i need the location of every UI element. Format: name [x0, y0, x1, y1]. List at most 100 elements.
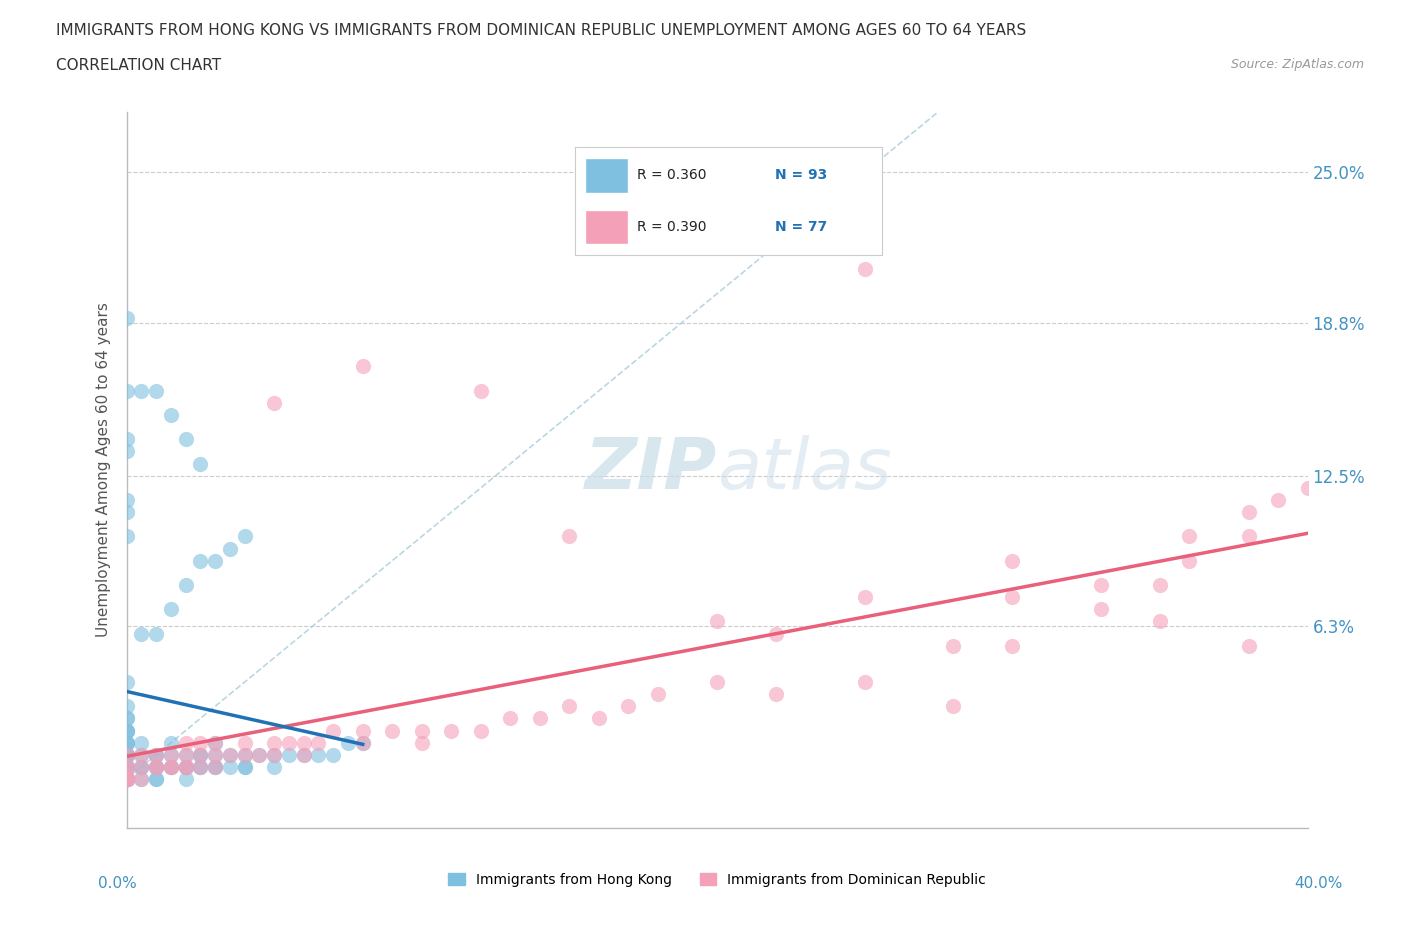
Point [145, 748, 167, 763]
Point [1178, 529, 1201, 544]
Point [129, 736, 153, 751]
Point [263, 748, 285, 763]
Text: 0.0%: 0.0% [98, 876, 138, 891]
Point [115, 772, 138, 787]
Point [470, 383, 492, 398]
Point [115, 711, 138, 726]
Point [174, 578, 197, 592]
Point [115, 772, 138, 787]
Point [115, 772, 138, 787]
Point [470, 724, 492, 738]
Point [381, 724, 404, 738]
Point [204, 736, 226, 751]
Point [145, 760, 167, 775]
Point [115, 505, 138, 520]
Point [160, 760, 183, 775]
Point [174, 772, 197, 787]
Point [129, 760, 153, 775]
Point [115, 736, 138, 751]
Point [115, 529, 138, 544]
Point [115, 698, 138, 713]
Point [160, 760, 183, 775]
Point [115, 736, 138, 751]
Point [115, 724, 138, 738]
Point [1001, 590, 1024, 604]
Point [204, 748, 226, 763]
Point [204, 736, 226, 751]
Point [1001, 638, 1024, 653]
Point [115, 736, 138, 751]
Point [411, 724, 433, 738]
Point [115, 760, 138, 775]
Point [115, 772, 138, 787]
Point [115, 748, 138, 763]
Point [411, 736, 433, 751]
Point [529, 711, 551, 726]
Point [352, 724, 374, 738]
Point [233, 760, 256, 775]
Point [129, 760, 153, 775]
Point [322, 748, 344, 763]
Point [129, 383, 153, 398]
Point [115, 724, 138, 738]
Point [115, 772, 138, 787]
Point [263, 748, 285, 763]
Point [204, 760, 226, 775]
Point [1237, 529, 1260, 544]
Point [1237, 505, 1260, 520]
Point [308, 748, 330, 763]
Point [115, 444, 138, 458]
Point [115, 772, 138, 787]
Point [115, 772, 138, 787]
Point [115, 760, 138, 775]
Point [233, 736, 256, 751]
Point [115, 760, 138, 775]
Point [853, 590, 876, 604]
Point [145, 383, 167, 398]
Point [115, 674, 138, 689]
Point [115, 772, 138, 787]
Point [219, 541, 242, 556]
Point [942, 698, 965, 713]
Point [188, 748, 212, 763]
Point [647, 686, 669, 701]
Point [352, 359, 374, 374]
Point [160, 760, 183, 775]
Point [160, 760, 183, 775]
Point [115, 748, 138, 763]
Point [160, 602, 183, 617]
Point [1149, 578, 1171, 592]
Point [204, 553, 226, 568]
Point [145, 772, 167, 787]
Point [440, 724, 463, 738]
Point [233, 529, 256, 544]
Text: ZIP: ZIP [585, 435, 717, 504]
Point [115, 772, 138, 787]
Point [1267, 493, 1289, 508]
Point [1296, 481, 1319, 496]
Point [145, 748, 167, 763]
Point [129, 760, 153, 775]
Point [129, 748, 153, 763]
Point [204, 760, 226, 775]
Point [1149, 614, 1171, 629]
Point [1090, 578, 1112, 592]
Point [249, 748, 271, 763]
Point [617, 698, 640, 713]
Point [352, 736, 374, 751]
Point [115, 432, 138, 446]
Point [160, 748, 183, 763]
Point [145, 626, 167, 641]
Point [115, 748, 138, 763]
Point [115, 493, 138, 508]
Point [219, 760, 242, 775]
Point [1001, 553, 1024, 568]
Point [145, 760, 167, 775]
Point [145, 760, 167, 775]
Text: IMMIGRANTS FROM HONG KONG VS IMMIGRANTS FROM DOMINICAN REPUBLIC UNEMPLOYMENT AMO: IMMIGRANTS FROM HONG KONG VS IMMIGRANTS … [56, 23, 1026, 38]
Text: atlas: atlas [717, 435, 891, 504]
Point [188, 760, 212, 775]
Point [706, 674, 728, 689]
Point [174, 760, 197, 775]
Point [129, 748, 153, 763]
